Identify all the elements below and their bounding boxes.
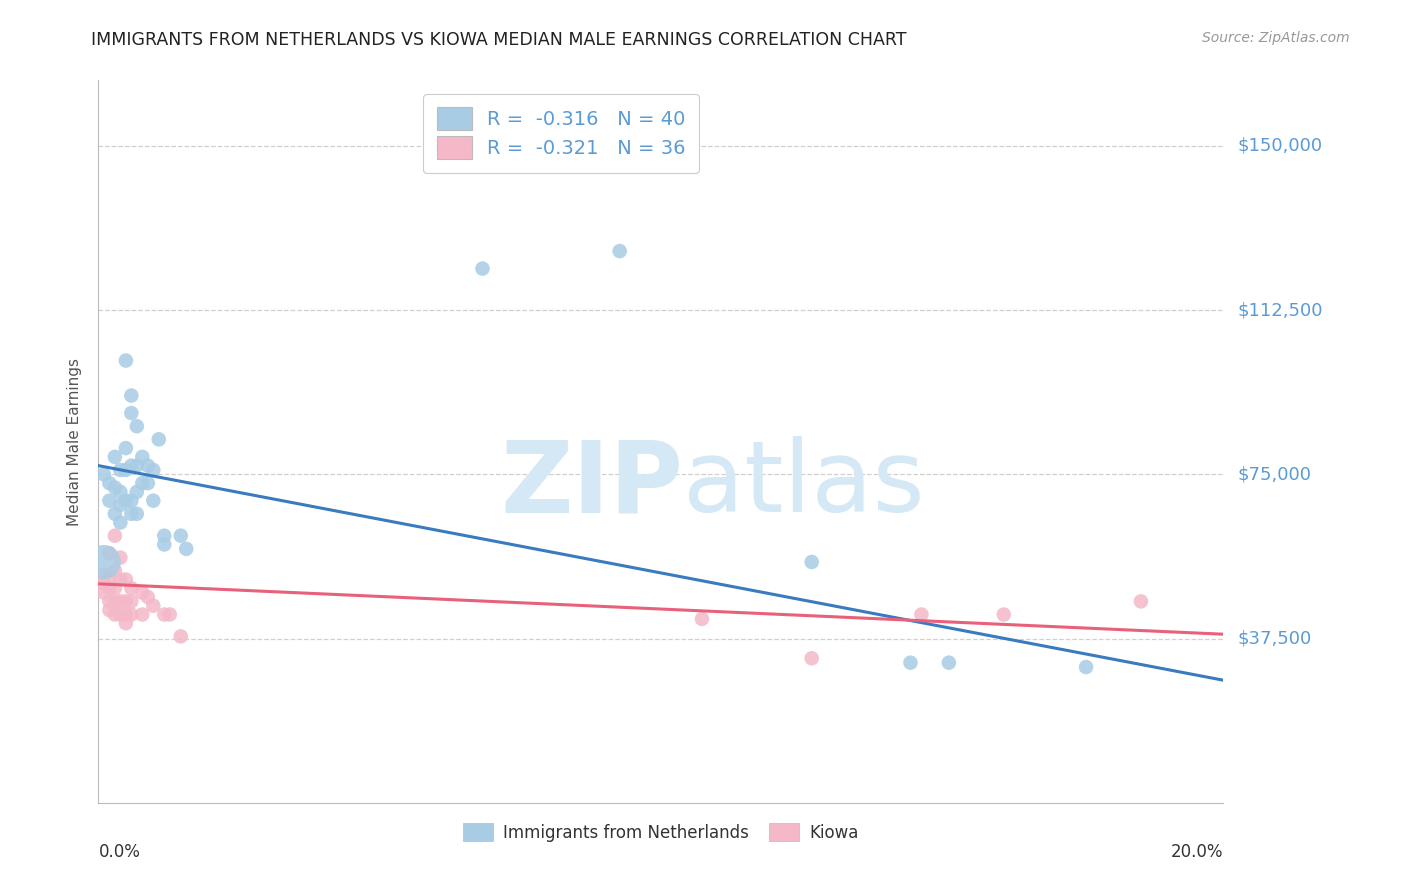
Point	[125, 484, 148, 499]
Point	[110, 607, 132, 622]
Point	[115, 493, 138, 508]
Point	[159, 607, 181, 622]
Point	[115, 616, 138, 631]
Point	[98, 476, 121, 491]
Point	[104, 564, 127, 578]
Point	[93, 585, 115, 599]
Point	[142, 599, 165, 613]
Text: $75,000: $75,000	[1237, 466, 1312, 483]
Y-axis label: Median Male Earnings: Median Male Earnings	[67, 358, 83, 525]
Point	[800, 555, 823, 569]
Point	[471, 261, 494, 276]
Point	[153, 607, 176, 622]
Point	[115, 441, 138, 455]
Point	[120, 581, 142, 595]
Text: $150,000: $150,000	[1237, 137, 1322, 155]
Point	[120, 406, 142, 420]
Point	[110, 573, 132, 587]
Point	[125, 507, 148, 521]
Point	[104, 529, 127, 543]
Point	[110, 594, 132, 608]
Text: atlas: atlas	[683, 436, 925, 533]
Text: 20.0%: 20.0%	[1171, 843, 1223, 861]
Text: ZIP: ZIP	[501, 436, 683, 533]
Point	[98, 581, 121, 595]
Point	[136, 458, 159, 473]
Point	[800, 651, 823, 665]
Point	[98, 594, 121, 608]
Point	[93, 568, 115, 582]
Point	[110, 484, 132, 499]
Point	[142, 493, 165, 508]
Point	[98, 573, 121, 587]
Point	[120, 388, 142, 402]
Text: Source: ZipAtlas.com: Source: ZipAtlas.com	[1202, 31, 1350, 45]
Point	[98, 493, 121, 508]
Point	[125, 419, 148, 434]
Legend: Immigrants from Netherlands, Kiowa: Immigrants from Netherlands, Kiowa	[457, 817, 865, 848]
Point	[93, 467, 115, 482]
Point	[131, 585, 153, 599]
Point	[148, 433, 170, 447]
Point	[98, 603, 121, 617]
Point	[115, 573, 138, 587]
Point	[115, 463, 138, 477]
Point	[1074, 660, 1097, 674]
Point	[104, 481, 127, 495]
Point	[131, 450, 153, 464]
Point	[115, 353, 138, 368]
Point	[104, 450, 127, 464]
Point	[98, 546, 121, 560]
Point	[115, 594, 138, 608]
Point	[110, 516, 132, 530]
Text: $112,500: $112,500	[1237, 301, 1323, 319]
Point	[120, 607, 142, 622]
Point	[110, 463, 132, 477]
Point	[900, 656, 922, 670]
Point	[120, 458, 142, 473]
Point	[170, 529, 193, 543]
Point	[136, 476, 159, 491]
Point	[131, 476, 153, 491]
Point	[120, 493, 142, 508]
Point	[910, 607, 932, 622]
Point	[104, 581, 127, 595]
Point	[131, 607, 153, 622]
Point	[170, 629, 193, 643]
Point	[136, 590, 159, 604]
Point	[120, 507, 142, 521]
Point	[104, 507, 127, 521]
Point	[93, 555, 115, 569]
Point	[120, 594, 142, 608]
Point	[153, 537, 176, 551]
Text: 0.0%: 0.0%	[98, 843, 141, 861]
Point	[110, 550, 132, 565]
Point	[104, 594, 127, 608]
Point	[142, 463, 165, 477]
Text: $37,500: $37,500	[1237, 630, 1312, 648]
Point	[174, 541, 197, 556]
Point	[690, 612, 713, 626]
Point	[153, 529, 176, 543]
Point	[609, 244, 631, 258]
Point	[104, 607, 127, 622]
Point	[993, 607, 1015, 622]
Point	[110, 498, 132, 512]
Point	[1129, 594, 1152, 608]
Point	[125, 458, 148, 473]
Point	[93, 577, 115, 591]
Text: IMMIGRANTS FROM NETHERLANDS VS KIOWA MEDIAN MALE EARNINGS CORRELATION CHART: IMMIGRANTS FROM NETHERLANDS VS KIOWA MED…	[91, 31, 907, 49]
Point	[115, 607, 138, 622]
Point	[938, 656, 960, 670]
